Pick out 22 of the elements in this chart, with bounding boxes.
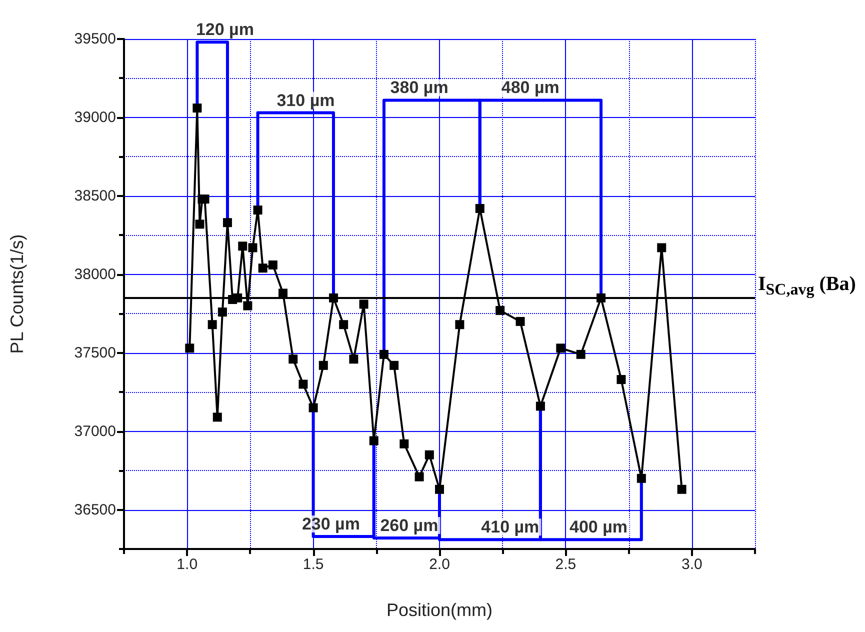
annotation: 380 µm: [390, 78, 448, 98]
annotation: 480 µm: [501, 78, 560, 98]
y-tick-label: 39000: [74, 108, 116, 126]
x-tick-label: 2.5: [555, 556, 576, 573]
x-tick-label: 1.5: [302, 556, 324, 573]
y-tick-label: 38500: [74, 187, 116, 204]
annotation: 410 µm: [481, 518, 540, 537]
annotation: 400 µm: [570, 518, 628, 537]
annotation: 260 µm: [380, 516, 438, 536]
y-tick-label: 38000: [74, 266, 116, 283]
y-tick-label: 37000: [74, 422, 116, 440]
x-axis-title: Position(mm): [386, 600, 493, 620]
y-tick-label: 37500: [74, 344, 116, 362]
y-axis-title: PL Counts(1/s): [7, 234, 27, 354]
x-tick-label: 3.0: [681, 556, 702, 573]
y-tick-label: 39500: [74, 30, 116, 48]
x-tick-label: 1.0: [176, 556, 198, 573]
annotation: 310 µm: [276, 90, 335, 110]
y-tick-label: 36500: [74, 501, 116, 518]
annotation: 120 µm: [196, 20, 254, 40]
x-tick-label: 2.0: [429, 556, 450, 573]
annotation: 230 µm: [302, 514, 360, 534]
